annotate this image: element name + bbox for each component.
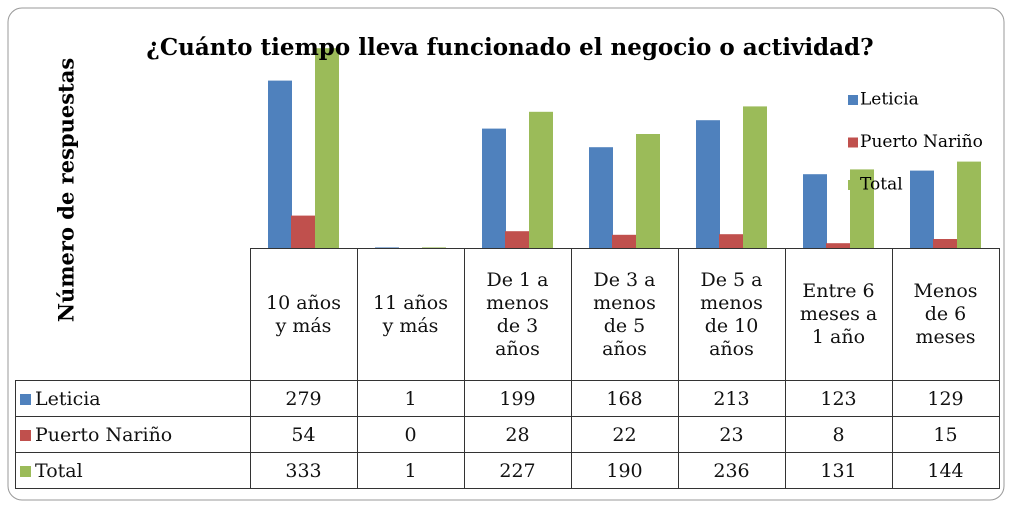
series-row: Puerto Nariño 54 0 28 22 23 8 15 bbox=[15, 416, 1000, 453]
bars bbox=[268, 48, 981, 249]
value-cell: 144 bbox=[891, 452, 1000, 489]
category-label: 11 años y más bbox=[356, 248, 465, 381]
series-name: Total bbox=[35, 459, 83, 482]
value-cell: 199 bbox=[463, 380, 572, 417]
bar bbox=[291, 215, 315, 248]
value-cell: 333 bbox=[249, 452, 358, 489]
value-cell: 279 bbox=[249, 380, 358, 417]
data-table: 10 años y más 11 años y más De 1 a menos d… bbox=[15, 248, 1000, 489]
category-label: De 5 a menos de 10 años bbox=[677, 248, 786, 381]
value-cell: 1 bbox=[356, 452, 465, 489]
bar bbox=[910, 170, 934, 248]
bar bbox=[482, 128, 506, 248]
bar bbox=[315, 48, 339, 249]
series-key: Leticia bbox=[15, 380, 251, 417]
category-label: Entre 6 meses a 1 año bbox=[784, 248, 893, 381]
bar bbox=[636, 134, 660, 248]
category-label: De 3 a menos de 5 años bbox=[570, 248, 679, 381]
value-cell: 22 bbox=[570, 416, 679, 453]
legend-swatch bbox=[848, 137, 858, 148]
value-cell: 213 bbox=[677, 380, 786, 417]
series-row: Leticia 279 1 199 168 213 123 129 bbox=[15, 380, 1000, 417]
category-label: Menos de 6 meses bbox=[891, 248, 1000, 381]
bar bbox=[422, 247, 446, 248]
legend: Leticia Puerto Nariño Total bbox=[848, 90, 983, 195]
legend-swatch bbox=[20, 393, 31, 405]
legend-label: Total bbox=[860, 175, 903, 195]
series-row: Total 333 1 227 190 236 131 144 bbox=[15, 452, 1000, 489]
bar bbox=[826, 243, 850, 248]
legend-swatch bbox=[848, 95, 858, 105]
value-cell: 190 bbox=[570, 452, 679, 489]
value-cell: 54 bbox=[249, 416, 358, 453]
category-label: De 1 a menos de 3 años bbox=[463, 248, 572, 381]
bar bbox=[719, 234, 743, 248]
legend-label: Leticia bbox=[860, 90, 919, 110]
bar bbox=[589, 147, 613, 248]
legend-swatch bbox=[20, 465, 31, 477]
legend-label: Puerto Nariño bbox=[860, 132, 983, 152]
blank-cell bbox=[15, 248, 251, 381]
value-cell: 131 bbox=[784, 452, 893, 489]
value-cell: 227 bbox=[463, 452, 572, 489]
value-cell: 129 bbox=[891, 380, 1000, 417]
bar bbox=[743, 106, 767, 249]
legend-swatch bbox=[848, 180, 858, 190]
bar bbox=[803, 174, 827, 248]
bar bbox=[957, 161, 981, 248]
bar bbox=[612, 234, 636, 248]
value-cell: 236 bbox=[677, 452, 786, 489]
bar bbox=[696, 120, 720, 248]
series-key: Puerto Nariño bbox=[15, 416, 251, 453]
value-cell: 28 bbox=[463, 416, 572, 453]
bar bbox=[529, 111, 553, 248]
category-label: 10 años y más bbox=[249, 248, 358, 381]
header-row: 10 años y más 11 años y más De 1 a menos d… bbox=[15, 248, 1000, 381]
series-key: Total bbox=[15, 452, 251, 489]
value-cell: 168 bbox=[570, 380, 679, 417]
value-cell: 8 bbox=[784, 416, 893, 453]
bar bbox=[933, 239, 957, 248]
bar bbox=[505, 231, 529, 248]
value-cell: 123 bbox=[784, 380, 893, 417]
series-name: Puerto Nariño bbox=[35, 423, 173, 446]
chart-title: ¿Cuánto tiempo lleva funcionado el negoc… bbox=[146, 34, 873, 61]
value-cell: 15 bbox=[891, 416, 1000, 453]
legend-swatch bbox=[20, 429, 31, 441]
series-name: Leticia bbox=[35, 387, 101, 410]
bar bbox=[375, 247, 399, 248]
bar bbox=[268, 80, 292, 248]
value-cell: 23 bbox=[677, 416, 786, 453]
value-cell: 1 bbox=[356, 380, 465, 417]
value-cell: 0 bbox=[356, 416, 465, 453]
